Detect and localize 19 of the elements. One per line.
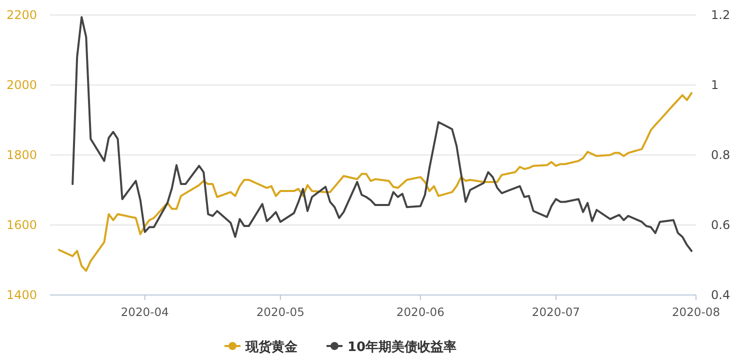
x-tick-label: 2020-05 [256,305,304,319]
y2-tick-label: 1 [711,78,719,92]
y-tick-label: 1800 [6,148,37,162]
line-series [72,16,692,252]
line-series [58,92,692,272]
y2-tick-label: 1.2 [711,8,730,22]
y-tick-label: 2000 [6,78,37,92]
y2-tick-label: 0.4 [711,288,730,302]
y2-tick-label: 0.6 [711,218,730,232]
legend-label: 10年期美债收益率 [348,339,457,355]
x-tick-label: 2020-07 [532,305,580,319]
y-tick-label: 1400 [6,288,37,302]
y-tick-label: 2200 [6,8,37,22]
x-tick-label: 2020-04 [120,305,169,319]
y-tick-label: 1600 [6,218,37,232]
x-tick-label: 2020-08 [672,305,720,319]
y2-tick-label: 0.8 [711,148,730,162]
legend-label: 现货黄金 [244,339,298,355]
x-tick-label: 2020-06 [396,305,444,319]
